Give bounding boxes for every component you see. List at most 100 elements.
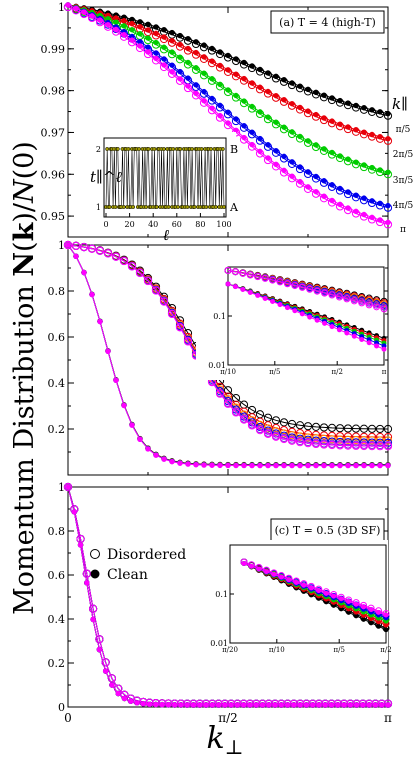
clean-curve-5-point (241, 462, 247, 469)
disordered-curve-6-point (287, 436, 297, 445)
series-disordered-3-point (311, 142, 321, 152)
disordered-curve-6-point (215, 389, 225, 398)
clean-curve-5-point (347, 702, 354, 708)
series-disordered-5-point (335, 202, 345, 211)
inset-disordered-6-point (298, 283, 306, 291)
series-disordered-5-point (295, 179, 305, 188)
inset-x-tick-label: π/10 (220, 368, 236, 376)
disordered-curve-1-point (319, 423, 329, 432)
inset-disordered-5-point (352, 599, 360, 607)
inset-y-tick-label: 0.1 (213, 312, 226, 321)
inset-disordered-6-point (313, 287, 321, 295)
series-disordered-2-point (295, 105, 305, 114)
inset-y-tick-label: 1 (96, 203, 101, 212)
clean-curve-5-point (259, 702, 266, 708)
series-disordered-1-point (255, 67, 265, 76)
panel-b: 0.20.40.60.81(b) T = 0.8 (sliding)0.010.… (48, 239, 393, 476)
inset-disordered-6-point (343, 295, 351, 303)
y-tick-label: 0.8 (48, 285, 66, 298)
series-disordered-1-point (215, 49, 225, 59)
disordered-curve-6-point (95, 246, 105, 255)
clean-curve-5-point (257, 462, 263, 469)
inset-sequence-point (213, 205, 218, 209)
series-disordered-5-point (207, 106, 217, 115)
series-disordered-3-point (343, 157, 353, 166)
kpar-label: 4π/5 (393, 201, 414, 211)
inset-sequence-point (222, 205, 226, 209)
series-disordered-3-point (143, 36, 153, 45)
disordered-curve-6-point (159, 297, 169, 306)
series-disordered-3-point (383, 170, 393, 179)
inset-disordered-5-point (277, 572, 285, 580)
inset-x-tick-label: π/2 (331, 368, 342, 376)
inset-sequence-point (199, 147, 204, 151)
inset-disordered-5-point (375, 607, 383, 615)
y-tick-label: 0.97 (41, 126, 66, 139)
disordered-curve-3-point (303, 433, 313, 442)
clean-curve-5-point (341, 702, 347, 708)
series-disordered-2-point (175, 42, 185, 51)
inset-disordered-6-point (335, 293, 343, 301)
series-disordered-1-point (199, 43, 209, 52)
series-disordered-1-point (207, 46, 217, 55)
clean-curve-5-point (366, 702, 372, 708)
series-disordered-5-point (239, 135, 249, 144)
inset-clean-5-point (247, 289, 253, 295)
clean-curve-5-point (113, 377, 119, 384)
inset-disordered-5-point (240, 558, 248, 566)
x-axis-label: k⊥ (207, 721, 244, 757)
clean-curve-5-point (203, 702, 209, 708)
series-disordered-3-point (183, 60, 193, 69)
clean-curve-5-point (385, 702, 391, 708)
clean-curve-5-point (322, 702, 328, 708)
series-disordered-3-point (151, 40, 161, 49)
series-disordered-1-point (271, 74, 281, 83)
clean-curve-5-point (273, 462, 279, 469)
series-disordered-5-point (103, 22, 113, 31)
clean-curve-5-point (303, 702, 310, 708)
series-disordered-3-point (159, 45, 169, 54)
x-tick-label: 0 (64, 711, 72, 725)
y-tick-label: 1 (58, 481, 65, 494)
clean-curve-5-point (184, 702, 190, 708)
inset-disordered-6-point (269, 276, 277, 284)
inset-clean-5-point (329, 324, 335, 330)
x-tick-labels: 0 π/2 π (64, 711, 392, 725)
series-disordered-5-point (311, 189, 321, 198)
disordered-curve-6-point (231, 408, 241, 417)
clean-curve-5-point (209, 702, 216, 708)
inset-clean-5-point (359, 336, 365, 342)
disordered-curve-6-point (103, 249, 113, 258)
disordered-curve-1-point (343, 424, 353, 433)
series-disordered-2-point (255, 85, 265, 94)
series-disordered-2-point (287, 101, 297, 110)
inset-disordered-6-point (254, 273, 262, 281)
inset-sequence-point (176, 205, 180, 209)
series-disordered-3-point (215, 82, 225, 91)
panel-title-box (270, 10, 385, 34)
clean-curve-5-point (316, 702, 322, 708)
y-tick-label: 0.96 (41, 168, 66, 181)
y-tick-label: 0.99 (41, 43, 66, 56)
disordered-curve-6-point (223, 399, 233, 408)
clean-curve-5-point (266, 702, 272, 708)
series-disordered-5-point (87, 13, 97, 23)
inset-label-b: B (230, 143, 238, 156)
series-disordered-1-point (295, 84, 305, 93)
inset-sequence-point (178, 147, 183, 151)
clean-curve-5-point (360, 702, 366, 708)
inset-disordered-6-point (283, 280, 291, 288)
disordered-curve-6-point (127, 262, 137, 271)
clean-curve-5-point (71, 509, 77, 515)
series-disordered-4-point (343, 189, 353, 199)
series-disordered-2-point (215, 63, 225, 72)
y-tick-label: 0.4 (48, 613, 66, 626)
disordered-curve-3-point (375, 436, 385, 445)
disordered-curve-1-point (303, 422, 313, 431)
inset-clean-5-point (344, 330, 350, 336)
series-disordered-4-point (231, 116, 241, 126)
inset-clean-5-point (240, 287, 246, 293)
disordered-curve-6-point (239, 415, 249, 424)
series-disordered-1-point (375, 109, 385, 118)
series-disordered-5-point (199, 98, 209, 107)
